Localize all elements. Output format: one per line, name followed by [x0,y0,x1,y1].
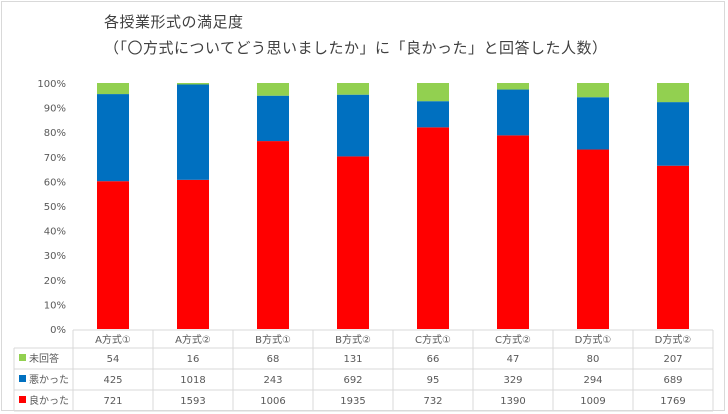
chart-subtitle: （「〇方式についてどう思いましたか」に「良かった」と回答した人数） [104,39,608,57]
data-table-value: 1009 [580,396,605,407]
category-label: A方式② [175,333,211,346]
category-label: C方式② [495,333,531,346]
category-label: C方式① [415,333,451,346]
bar-segment [417,127,449,329]
bar-segment [497,135,529,329]
bar-segment [257,141,289,329]
y-tick-label: 30% [44,251,66,262]
bar-segment [257,83,289,96]
bar-segment [577,83,609,98]
legend-label: 悪かった [29,374,69,386]
data-table-value: 1018 [180,375,205,386]
y-tick-label: 70% [44,153,66,164]
y-tick-label: 90% [44,104,66,115]
data-table-value: 207 [663,354,682,365]
y-tick-label: 100% [37,79,66,90]
data-table-value: 54 [107,354,120,365]
y-tick-label: 10% [44,300,66,311]
bar-segment [177,83,209,85]
data-table-value: 47 [507,354,520,365]
bar-segment [417,83,449,102]
data-table-value: 131 [343,354,362,365]
legend-key [19,354,26,361]
legend-key [19,396,26,403]
bar-segment [417,101,449,128]
bar-segment [657,165,689,329]
category-label: D方式② [655,333,692,346]
data-table-value: 689 [663,375,682,386]
bar-segment [97,94,129,182]
y-tick-label: 80% [44,128,66,139]
data-table-value: 721 [103,396,122,407]
chart-title-block: 各授業形式の満足度 （「〇方式についてどう思いましたか」に「良かった」と回答した… [104,9,608,61]
bar-segment [497,83,529,90]
category-label: B方式② [335,333,371,346]
bar-segment [177,84,209,180]
data-table-value: 692 [343,375,362,386]
legend-key [19,375,26,382]
data-table-value: 243 [263,375,282,386]
bar-segment [177,179,209,329]
y-tick-label: 60% [44,177,66,188]
data-table-value: 66 [427,354,440,365]
data-table-value: 80 [587,354,600,365]
data-table-value: 1935 [340,396,365,407]
bar-segment [657,83,689,103]
data-table-value: 425 [103,375,122,386]
legend-label: 良かった [29,394,69,407]
data-table-value: 68 [267,354,280,365]
data-table-value: 294 [583,375,602,386]
bar-segment [337,156,369,329]
bar-segment [337,94,369,157]
data-table-value: 1769 [660,396,685,407]
y-tick-label: 50% [44,202,66,213]
chart-title: 各授業形式の満足度 [104,13,244,31]
y-tick-label: 0% [50,325,66,336]
y-tick-label: 20% [44,276,66,287]
category-label: B方式① [255,333,291,346]
bar-segment [97,83,129,95]
bar-segment [577,149,609,329]
data-table-value: 1006 [260,396,285,407]
bar-segment [657,102,689,166]
bar-segment [577,97,609,150]
bar-segment [497,89,529,136]
data-table-value: 95 [427,375,440,386]
bar-segment [337,83,369,95]
legend-label: 未回答 [29,352,59,365]
data-table-value: 329 [503,375,522,386]
data-table-value: 1593 [180,396,205,407]
category-label: A方式① [95,333,131,346]
data-table-value: 1390 [500,396,525,407]
bar-segment [257,95,289,142]
bar-segment [97,181,129,329]
y-tick-label: 40% [44,227,66,238]
data-table-value: 16 [187,354,200,365]
data-table-value: 732 [423,396,442,407]
category-label: D方式① [575,333,612,346]
